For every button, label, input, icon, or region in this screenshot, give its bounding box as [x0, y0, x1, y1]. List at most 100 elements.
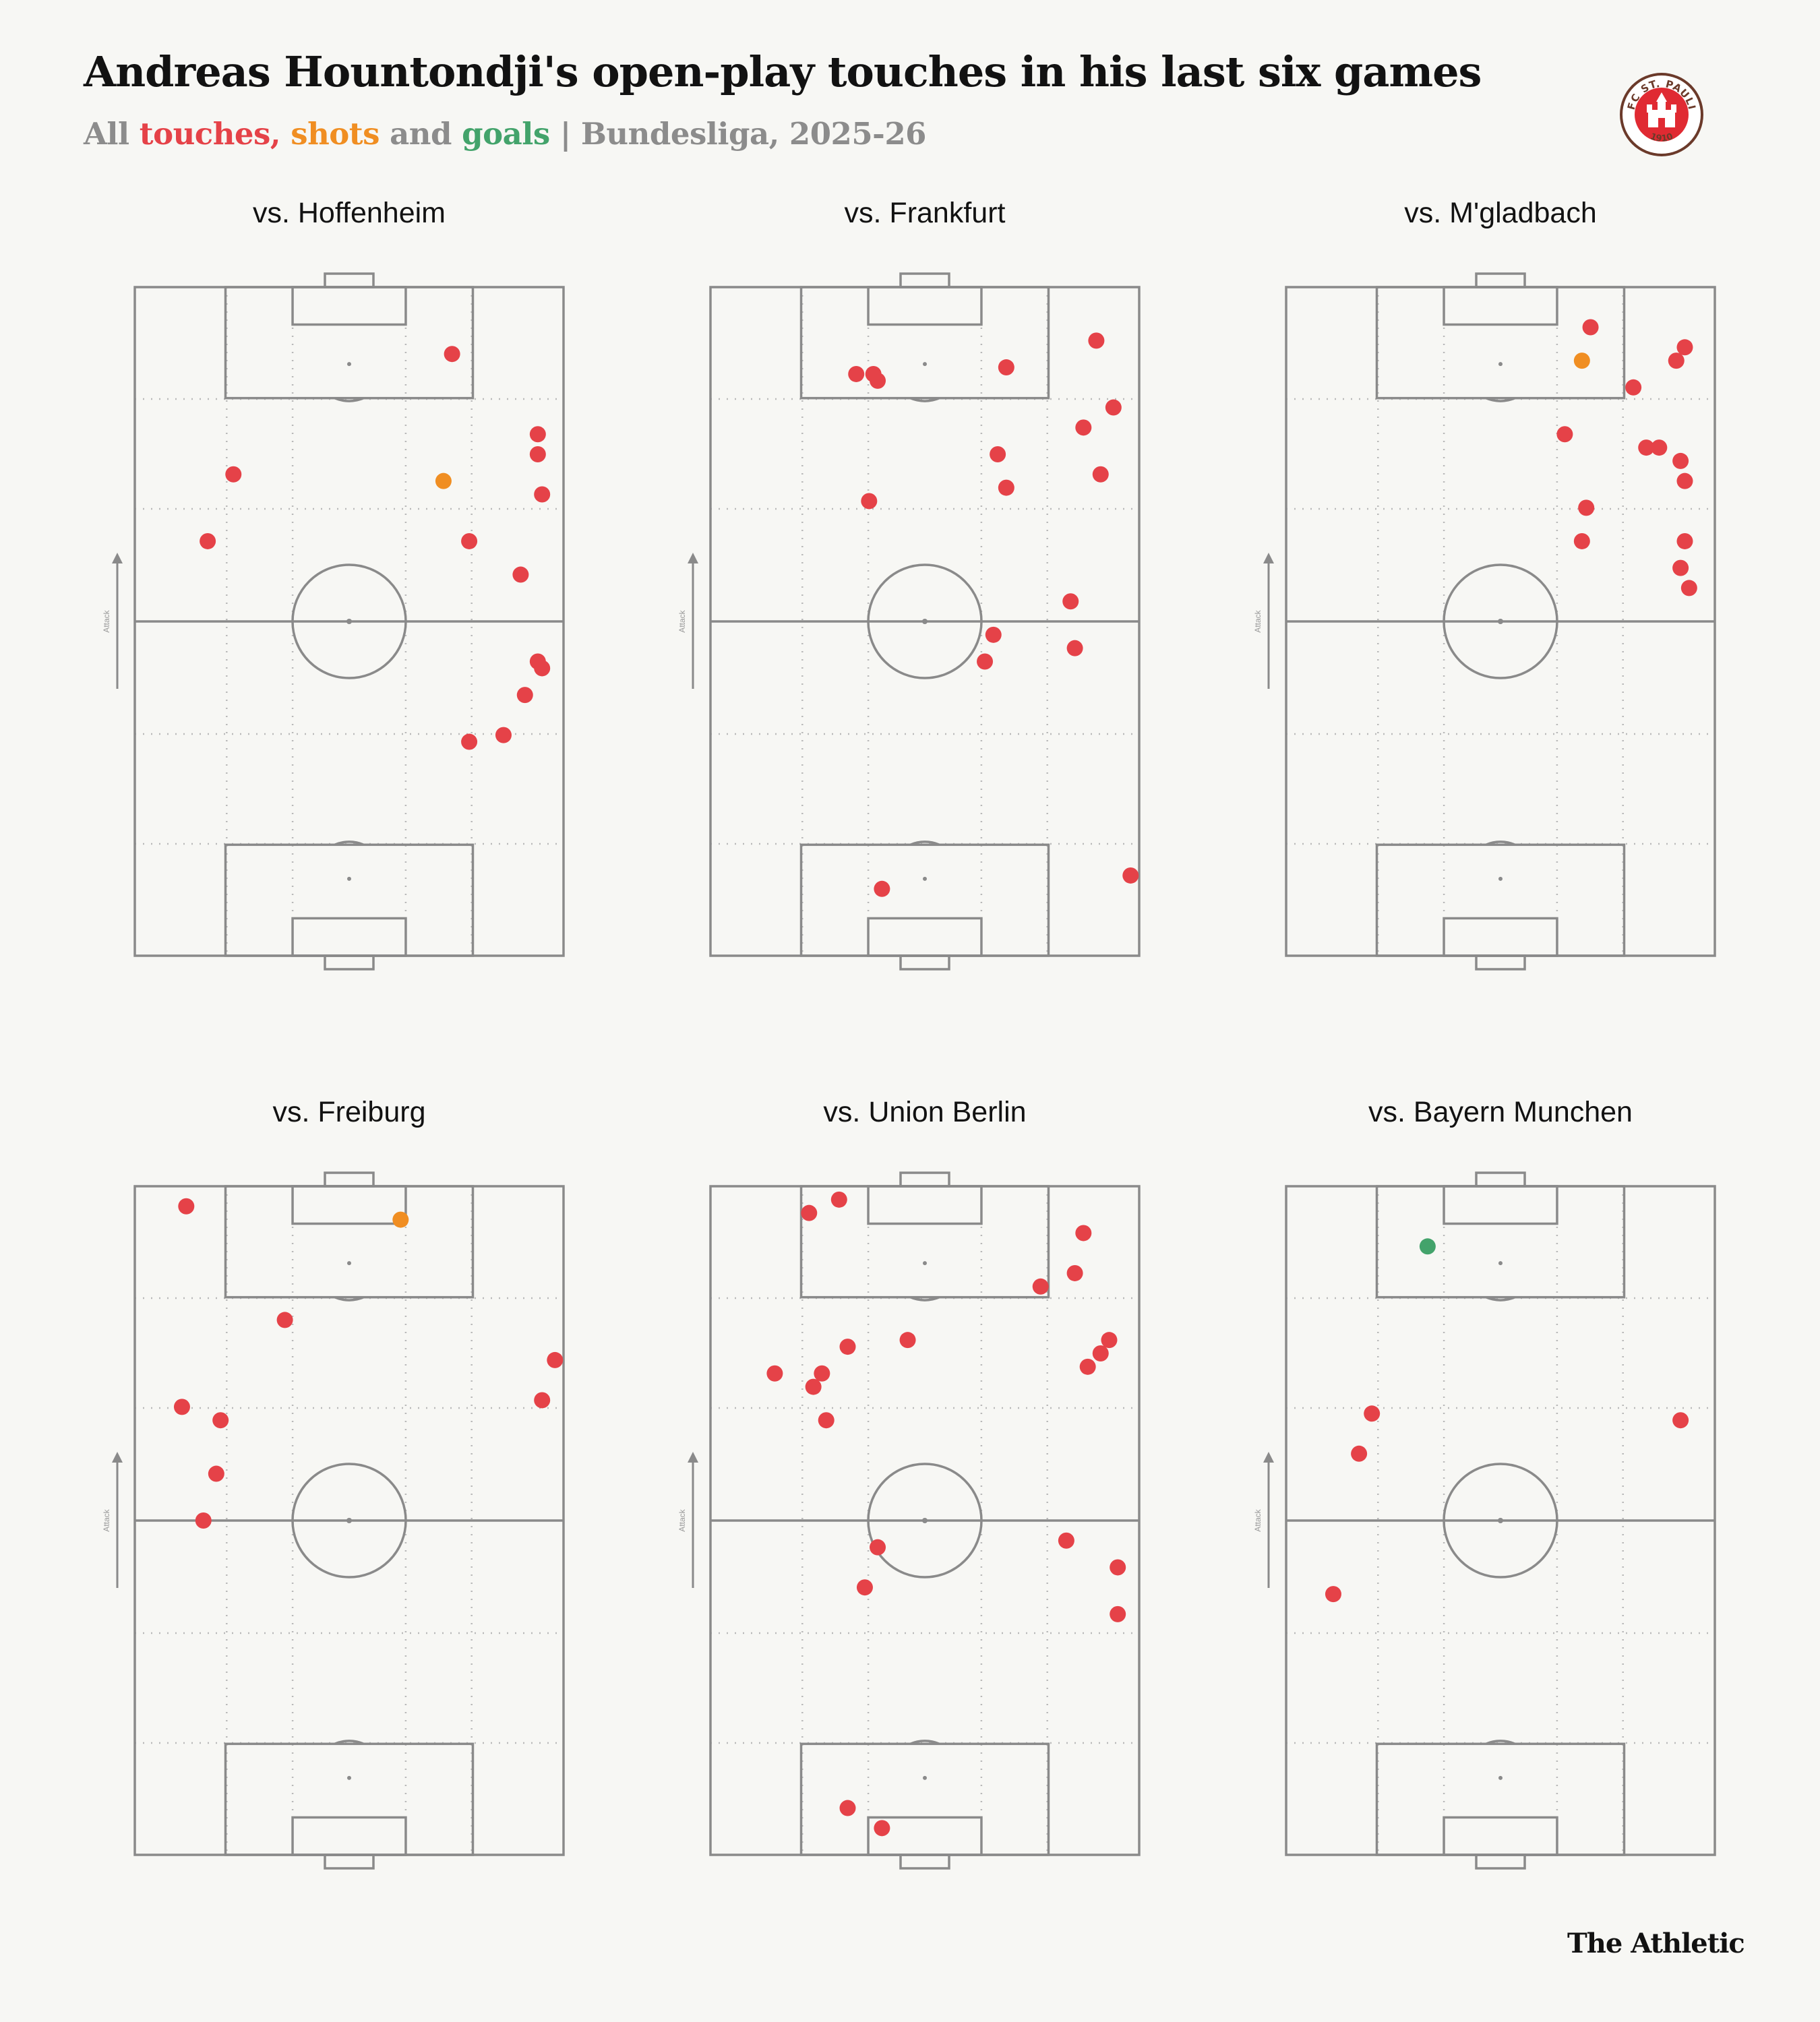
touch-point	[208, 1465, 224, 1482]
centre-spot	[346, 619, 352, 624]
goal-bottom	[324, 1854, 375, 1870]
penalty-spot-top	[1498, 362, 1503, 367]
touch-point	[1582, 319, 1599, 336]
touch-point	[801, 1204, 818, 1221]
touch-point	[1105, 399, 1122, 416]
touch-point	[1556, 426, 1573, 443]
penalty-spot-bottom	[923, 876, 927, 881]
fc-st-pauli-crest-icon: FC ST. PAULI 1910	[1620, 73, 1703, 156]
touch-point	[998, 359, 1014, 376]
centre-spot	[1498, 619, 1503, 624]
touch-point	[461, 532, 478, 549]
centre-spot	[1498, 1518, 1503, 1523]
goal-bottom	[1475, 1854, 1526, 1870]
goal-area-bottom	[867, 917, 983, 957]
pitch-panel: Attack	[677, 1171, 1141, 1870]
penalty-arc-top	[334, 397, 365, 402]
penalty-spot-top	[923, 362, 927, 367]
penalty-arc-bottom	[909, 840, 940, 846]
touch-point	[1092, 466, 1109, 483]
touch-point	[1101, 1332, 1118, 1349]
touch-point	[990, 446, 1006, 462]
touch-point	[1625, 379, 1642, 396]
touch-point	[1676, 532, 1693, 549]
centre-circle	[1443, 563, 1558, 679]
touch-point	[1672, 452, 1689, 469]
penalty-spot-bottom	[1498, 876, 1503, 881]
touch-point	[195, 1512, 212, 1529]
touch-point	[899, 1332, 916, 1349]
touch-point	[839, 1800, 856, 1816]
shot-point	[1573, 353, 1590, 369]
touch-point	[461, 733, 478, 750]
panel-title: vs. M'gladbach	[1404, 197, 1597, 229]
touch-point	[529, 446, 546, 462]
goal-bottom	[324, 954, 375, 971]
touch-point	[173, 1399, 190, 1415]
penalty-arc-top	[1485, 1296, 1516, 1301]
touch-point	[1075, 419, 1092, 436]
goal-area-bottom	[1443, 1816, 1558, 1856]
touch-point	[766, 1365, 783, 1382]
goal-top	[324, 1171, 375, 1188]
penalty-area-top	[224, 1185, 475, 1299]
penalty-area-top	[224, 286, 475, 400]
attack-arrow-head	[688, 1452, 698, 1463]
touch-point	[1638, 439, 1655, 456]
touch-point	[1075, 1225, 1092, 1242]
subtitle-competition: | Bundesliga, 2025-26	[549, 116, 927, 152]
penalty-spot-bottom	[1498, 1775, 1503, 1780]
touch-point	[516, 687, 533, 704]
touch-point	[805, 1378, 822, 1395]
attack-arrow-head	[688, 553, 698, 563]
touch-point	[1066, 640, 1083, 656]
goal-point	[1419, 1238, 1436, 1255]
penalty-area-top	[1375, 286, 1626, 400]
panel-title: vs. Bayern Munchen	[1368, 1096, 1633, 1128]
penalty-arc-bottom	[334, 1740, 365, 1745]
the-athletic-logo: The Athletic	[1567, 1928, 1745, 1959]
penalty-area-bottom	[799, 1742, 1050, 1856]
touch-point	[848, 365, 865, 382]
touch-point	[1680, 580, 1697, 596]
penalty-area-bottom	[1375, 1742, 1626, 1856]
touch-point	[874, 1820, 890, 1837]
touch-point	[529, 426, 546, 443]
badge-text-bottom: 1910	[1649, 131, 1674, 144]
penalty-arc-bottom	[334, 840, 365, 846]
goal-top	[899, 272, 950, 288]
touch-point	[1110, 1605, 1126, 1622]
goal-area-top	[291, 286, 407, 326]
legend-goals: goals	[462, 116, 550, 152]
penalty-area-bottom	[799, 843, 1050, 957]
attack-label: Attack	[677, 609, 687, 632]
penalty-arc-bottom	[1485, 1740, 1516, 1745]
goal-area-top	[867, 1185, 983, 1225]
centre-circle	[291, 563, 407, 679]
touch-point	[818, 1412, 835, 1429]
centre-circle	[867, 563, 983, 679]
touch-point	[814, 1365, 830, 1382]
touch-point	[212, 1412, 229, 1429]
penalty-spot-top	[347, 1261, 351, 1266]
centre-circle	[1443, 1463, 1558, 1579]
goal-area-bottom	[1443, 917, 1558, 957]
attack-arrow-head	[112, 1452, 123, 1463]
touch-point	[1578, 499, 1595, 516]
touch-point	[1066, 1264, 1083, 1281]
attack-arrow-head	[1263, 1452, 1274, 1463]
touch-point	[495, 727, 512, 743]
penalty-area-bottom	[224, 1742, 475, 1856]
penalty-spot-bottom	[347, 1775, 351, 1780]
centre-spot	[922, 1518, 928, 1523]
touch-point	[1672, 1412, 1689, 1429]
subtitle-all: All	[84, 116, 140, 152]
penalty-area-top	[799, 286, 1050, 400]
penalty-spot-bottom	[923, 1775, 927, 1780]
attack-label: Attack	[1253, 609, 1263, 632]
goal-area-top	[1443, 286, 1558, 326]
goal-area-top	[291, 1185, 407, 1225]
chart-title: Andreas Hountondji's open-play touches i…	[84, 47, 1482, 96]
goal-bottom	[1475, 954, 1526, 971]
legend-shots: shots	[291, 116, 380, 152]
